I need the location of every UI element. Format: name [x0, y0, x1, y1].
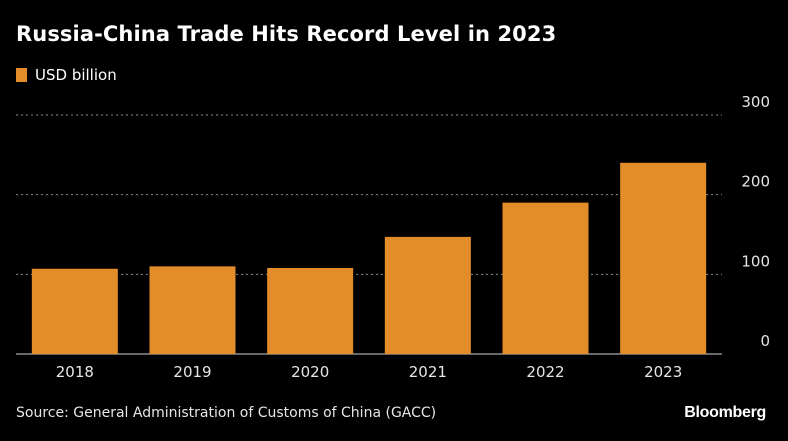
legend-swatch	[16, 68, 27, 82]
y-tick-label: 100	[741, 252, 770, 270]
legend: USD billion	[16, 66, 117, 84]
bloomberg-logo: Bloomberg	[684, 404, 766, 421]
y-axis-labels: 0 100 200 300	[741, 93, 770, 350]
x-tick-label: 2018	[56, 363, 94, 381]
bar-2021	[384, 236, 471, 354]
x-tick-label: 2021	[409, 363, 447, 381]
y-tick-label: 300	[741, 93, 770, 111]
y-tick-label: 200	[741, 173, 770, 191]
grid-lines	[16, 114, 722, 355]
source-note: Source: General Administration of Custom…	[16, 405, 437, 421]
chart-title: Russia-China Trade Hits Record Level in …	[16, 22, 557, 46]
bar-2023	[620, 162, 707, 354]
y-tick-label: 0	[760, 332, 770, 350]
bar-2020	[267, 267, 354, 354]
bar-2019	[149, 266, 236, 354]
x-tick-label: 2023	[644, 363, 682, 381]
legend-label: USD billion	[35, 66, 117, 84]
bar-2018	[31, 268, 118, 354]
x-tick-label: 2019	[173, 363, 211, 381]
bars	[31, 162, 707, 354]
bar-2022	[502, 202, 589, 354]
x-tick-label: 2022	[526, 363, 564, 381]
x-tick-label: 2020	[291, 363, 329, 381]
x-axis-labels: 2018 2019 2020 2021 2022 2023	[56, 363, 683, 381]
